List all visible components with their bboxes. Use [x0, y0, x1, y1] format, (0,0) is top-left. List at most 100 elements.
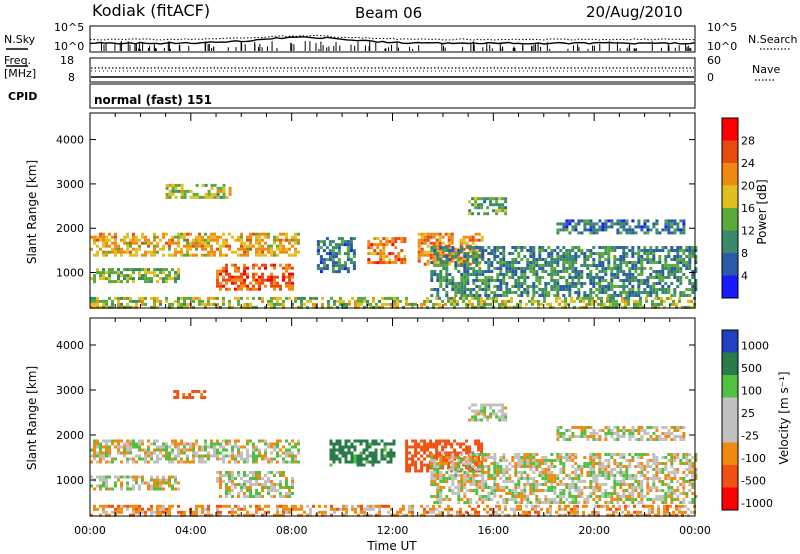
power-cell: [550, 267, 554, 270]
velocity-cell: [646, 477, 650, 480]
velocity-cell: [126, 451, 129, 455]
power-cell: [177, 241, 180, 245]
velocity-cell: [622, 501, 626, 504]
power-cell: [261, 281, 264, 285]
power-cell: [222, 296, 225, 300]
power-cell: [505, 261, 509, 264]
power-cell: [607, 246, 611, 249]
power-cell: [123, 296, 126, 300]
power-cell: [376, 243, 380, 247]
power-cell: [294, 296, 297, 300]
power-cell: [688, 249, 692, 252]
velocity-cell: [423, 457, 427, 461]
velocity-cell: [475, 468, 479, 471]
velocity-cell: [619, 471, 623, 474]
power-cell: [282, 250, 285, 254]
power-cell: [222, 302, 225, 306]
power-cell: [688, 258, 692, 261]
velocity-cell: [436, 465, 440, 468]
velocity-cell: [493, 477, 497, 480]
velocity-cell: [568, 492, 572, 495]
power-cell: [547, 246, 551, 249]
velocity-cell: [105, 448, 108, 452]
power-cell: [132, 299, 135, 303]
velocity-cell: [444, 442, 448, 446]
velocity-cell: [556, 426, 560, 429]
velocity-cell: [150, 478, 153, 482]
velocity-cell: [225, 483, 228, 486]
velocity-cell: [411, 445, 415, 449]
power-cell: [400, 237, 404, 241]
power-cell: [252, 244, 255, 248]
power-cell: [682, 222, 686, 226]
power-cell: [643, 288, 647, 291]
power-cell: [588, 299, 591, 303]
velocity-cell: [249, 504, 252, 508]
power-cell: [451, 255, 455, 258]
power-cell: [442, 246, 446, 249]
velocity-cell: [523, 498, 527, 501]
power-cell: [123, 235, 126, 239]
velocity-cell: [135, 475, 138, 479]
velocity-cell: [544, 483, 548, 486]
velocity-cell: [120, 510, 123, 514]
power-cell: [624, 305, 627, 309]
velocity-cell: [430, 474, 434, 477]
power-cell: [204, 183, 208, 187]
power-cell: [270, 263, 273, 267]
velocity-cell: [231, 483, 234, 486]
velocity-cell: [580, 489, 584, 492]
velocity-cell: [640, 453, 644, 456]
power-cell: [93, 280, 96, 284]
power-cell: [484, 291, 488, 294]
velocity-cell: [604, 501, 608, 504]
velocity-cell: [420, 466, 424, 470]
power-cell: [598, 285, 602, 288]
power-cell: [403, 237, 407, 241]
velocity-cell: [604, 474, 608, 477]
velocity-cell: [598, 498, 602, 501]
velocity-cell: [556, 432, 560, 435]
power-cell: [219, 235, 222, 239]
power-cell: [186, 244, 189, 248]
velocity-cell: [294, 460, 297, 464]
power-cell: [228, 272, 231, 276]
power-cell: [472, 267, 476, 270]
velocity-cell: [474, 439, 478, 443]
power-cell: [645, 296, 648, 300]
power-cell: [249, 302, 252, 306]
power-cell: [252, 263, 255, 267]
power-cell: [192, 305, 195, 309]
power-cell: [613, 255, 617, 258]
velocity-cell: [423, 439, 427, 443]
velocity-cell: [231, 451, 234, 455]
power-cell: [670, 282, 674, 285]
power-cell: [502, 255, 506, 258]
power-cell: [562, 288, 566, 291]
power-cell: [649, 276, 653, 279]
velocity-cell: [442, 498, 446, 501]
velocity-cell: [108, 513, 111, 517]
power-cell: [252, 278, 255, 282]
power-cell: [574, 246, 578, 249]
velocity-cell: [123, 445, 126, 449]
power-cell: [267, 247, 270, 251]
power-cell: [622, 273, 626, 276]
velocity-cell: [691, 465, 695, 468]
power-cell: [171, 241, 174, 245]
power-cell: [426, 238, 430, 242]
power-cell: [483, 302, 486, 306]
power-cell: [607, 282, 611, 285]
power-cell: [589, 270, 593, 273]
velocity-cell: [255, 460, 258, 464]
power-cell: [174, 183, 178, 187]
velocity-cell: [436, 495, 440, 498]
velocity-cell: [198, 454, 201, 458]
power-cell: [604, 273, 608, 276]
power-cell: [186, 250, 189, 254]
velocity-cell: [637, 465, 641, 468]
velocity-cell: [688, 471, 692, 474]
power-cell: [484, 285, 488, 288]
velocity-cell: [574, 495, 578, 498]
power-cell: [111, 302, 114, 306]
